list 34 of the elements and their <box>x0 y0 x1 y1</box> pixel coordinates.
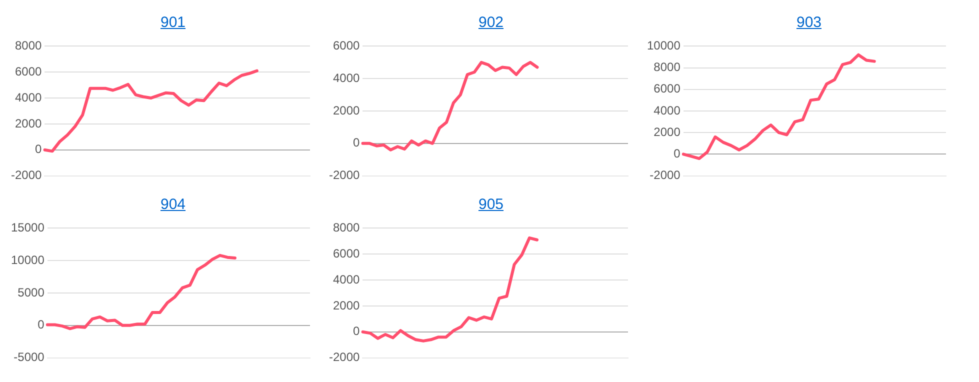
y-tick-label: -2000 <box>10 168 42 182</box>
y-tick-label: 6000 <box>654 82 681 96</box>
chart-title: 904 <box>159 196 187 215</box>
y-tick-label: 6000 <box>332 38 360 53</box>
y-tick-label: 4000 <box>654 103 681 118</box>
y-tick-label: 0 <box>674 146 681 161</box>
y-tick-label: 15000 <box>10 220 45 235</box>
y-tick-label: 2000 <box>332 298 360 312</box>
chart-title: 902 <box>477 14 505 33</box>
chart-title: 903 <box>795 14 823 33</box>
y-tick-label: 0 <box>38 318 45 332</box>
y-tick-label: 2000 <box>14 116 42 130</box>
y-tick-label: 0 <box>35 142 42 156</box>
y-tick-label: 5000 <box>18 285 45 300</box>
y-tick-label: 6000 <box>14 64 42 78</box>
y-tick-label: 10000 <box>10 252 45 267</box>
chart-title: 905 <box>477 196 505 215</box>
y-tick-label: 8000 <box>654 60 681 74</box>
y-tick-label: -2000 <box>328 350 360 364</box>
y-tick-label: 4000 <box>332 272 360 286</box>
y-tick-label: 10000 <box>646 38 681 53</box>
y-tick-label: -2000 <box>328 168 360 182</box>
y-tick-label: 4000 <box>14 90 42 104</box>
y-tick-label: 2000 <box>654 124 681 139</box>
chart-title: 901 <box>159 14 187 33</box>
y-tick-label: 0 <box>353 324 360 338</box>
y-tick-label: -5000 <box>14 350 45 364</box>
y-tick-label: 0 <box>353 136 360 150</box>
y-tick-label: 4000 <box>332 70 360 85</box>
y-tick-label: 8000 <box>332 220 360 235</box>
y-tick-label: 6000 <box>332 246 360 260</box>
y-tick-label: 2000 <box>332 103 360 118</box>
y-tick-label: 8000 <box>14 38 42 53</box>
y-tick-label: -2000 <box>650 168 681 182</box>
